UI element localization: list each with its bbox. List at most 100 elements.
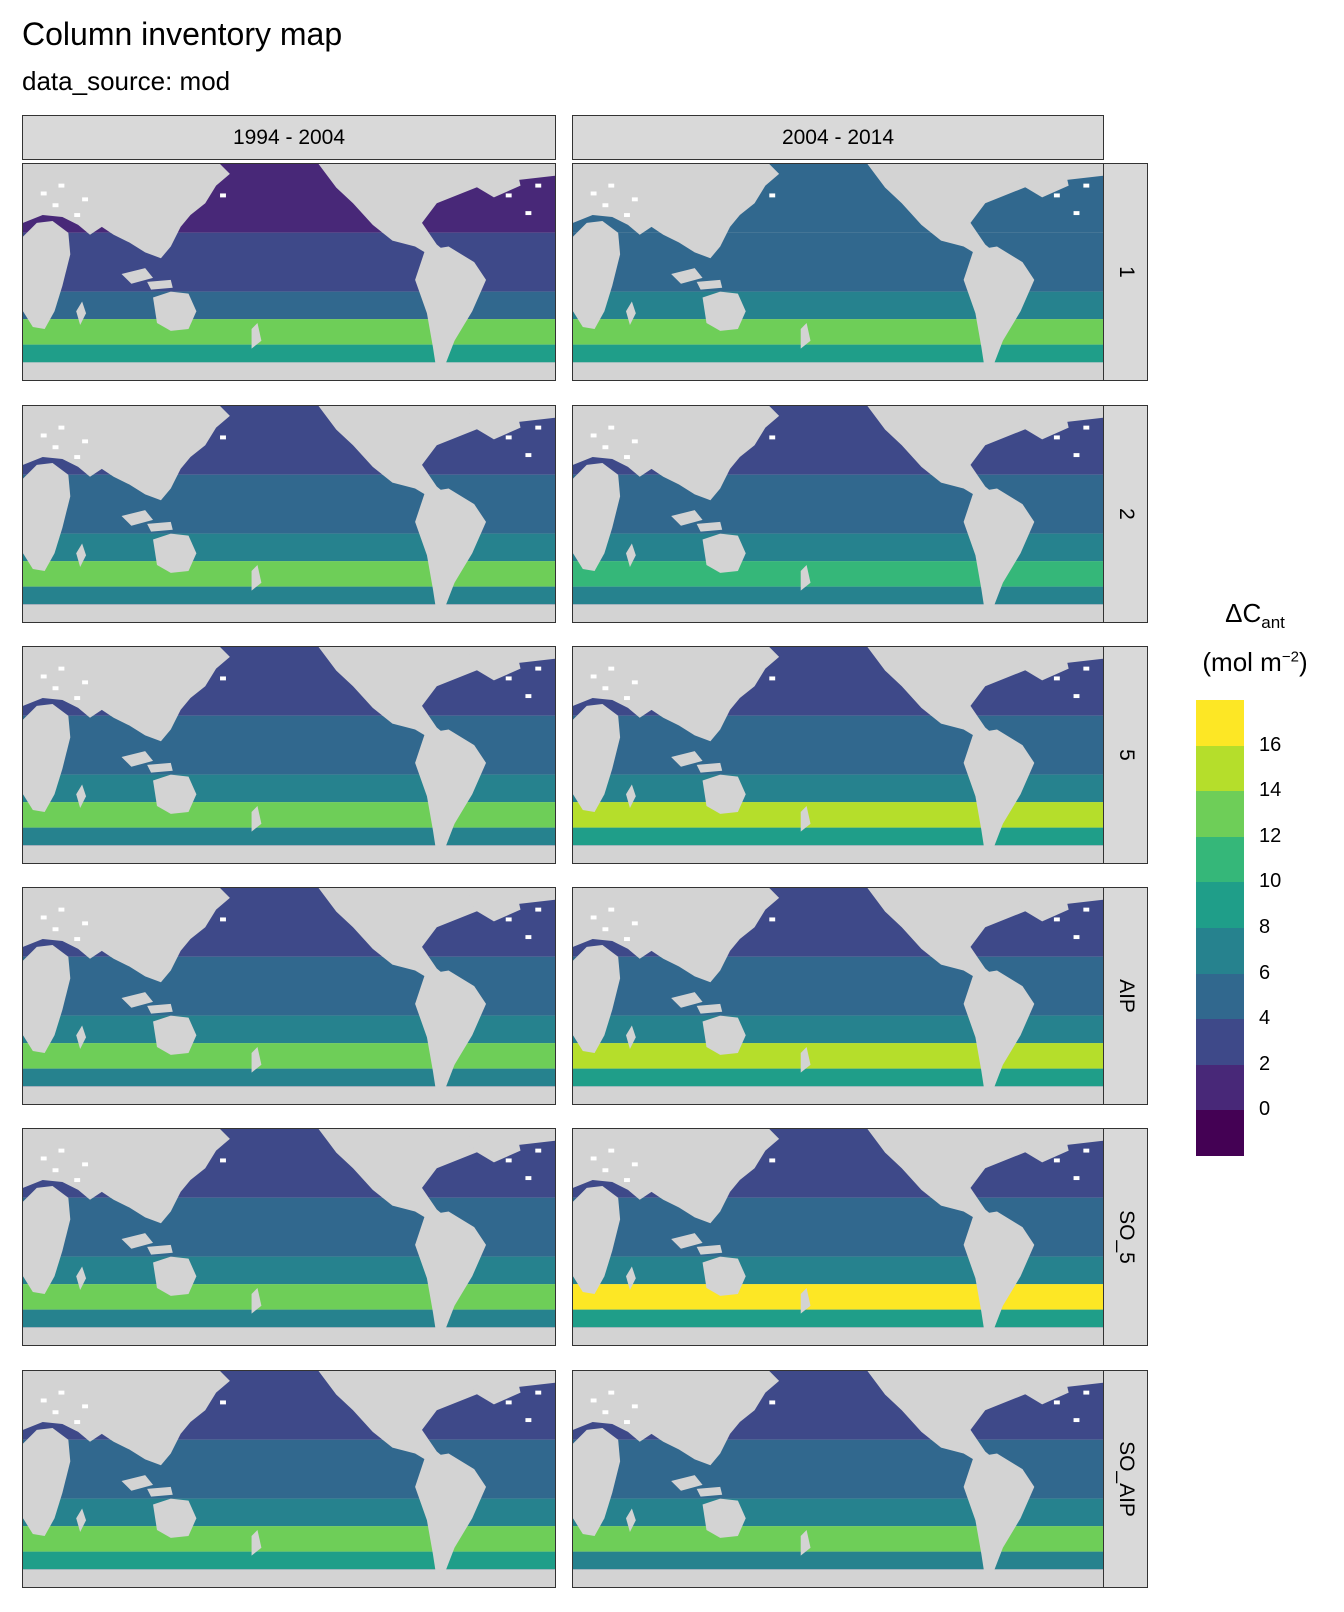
land-mass (702, 1256, 746, 1296)
ice-fleck (1073, 1176, 1080, 1181)
ice-fleck (602, 445, 609, 450)
ice-fleck (631, 197, 638, 202)
land-mass (573, 888, 780, 983)
ice-fleck (631, 680, 638, 685)
land-mass (23, 1129, 230, 1224)
ice-fleck (74, 1420, 81, 1425)
ice-fleck (58, 425, 65, 430)
ice-fleck (220, 1158, 226, 1163)
ice-fleck (82, 921, 89, 926)
land-mass (626, 543, 636, 568)
map-canvas (23, 647, 555, 863)
ice-fleck (624, 1420, 630, 1425)
land-mass (626, 1508, 636, 1533)
legend-tick-label: 14 (1259, 779, 1282, 802)
land-mass (573, 406, 780, 501)
map-canvas (573, 406, 1103, 622)
land-mass (573, 1427, 621, 1536)
land-mass (573, 1185, 621, 1294)
land-mass (573, 1327, 1103, 1345)
land-mass (696, 1486, 723, 1497)
legend-tick-label: 2 (1259, 1052, 1271, 1075)
land-mass (963, 246, 1035, 373)
ocean-band-southern-max (573, 1526, 1103, 1552)
ocean-band-southern-max (23, 802, 555, 828)
ocean-band-southern-mid (573, 827, 1103, 846)
ice-fleck (631, 439, 638, 444)
map-canvas (573, 164, 1103, 380)
ice-fleck (1073, 694, 1080, 699)
ice-fleck (1083, 907, 1090, 912)
ice-fleck (769, 193, 776, 198)
ocean-band-southern-mid (23, 1068, 555, 1087)
land-mass (702, 291, 746, 331)
land-mass (671, 1475, 703, 1491)
ice-fleck (608, 907, 615, 912)
ice-fleck (220, 1400, 226, 1405)
ice-fleck (52, 686, 59, 691)
ice-fleck (608, 183, 615, 188)
ice-fleck (220, 676, 226, 681)
land-mass (23, 1185, 71, 1294)
land-mass (573, 1086, 1103, 1104)
land-mass (702, 533, 746, 573)
ice-fleck (631, 1162, 638, 1167)
map-panel-AIP-col2 (572, 887, 1104, 1105)
ice-fleck (525, 935, 532, 940)
chart-title: Column inventory map (22, 16, 343, 52)
ice-fleck (602, 686, 609, 691)
ice-fleck (1083, 425, 1090, 430)
ice-fleck (52, 203, 59, 208)
ice-fleck (1053, 1400, 1060, 1405)
ice-fleck (1053, 676, 1060, 681)
ice-fleck (769, 1400, 776, 1405)
land-mass (147, 1244, 173, 1255)
ice-fleck (82, 1162, 89, 1167)
ice-fleck (602, 1168, 609, 1173)
land-mass (671, 268, 703, 284)
land-mass (23, 1327, 555, 1345)
legend-tick-label: 8 (1259, 916, 1271, 938)
ice-fleck (74, 213, 81, 218)
land-mass (800, 323, 811, 349)
ice-fleck (40, 433, 47, 438)
land-mass (466, 1371, 521, 1405)
land-mass (867, 647, 1103, 742)
land-mass (1014, 406, 1069, 440)
ice-fleck (52, 927, 59, 932)
legend-unit-sup: −2 (1281, 648, 1299, 666)
map-canvas (573, 1371, 1103, 1587)
facet-strip-col-2: 2004 - 2014 (572, 115, 1104, 160)
ice-fleck (1053, 1158, 1060, 1163)
ice-fleck (220, 193, 226, 198)
legend-swatch (1196, 1064, 1244, 1111)
ice-fleck (74, 937, 81, 942)
land-mass (251, 1047, 262, 1073)
land-mass (147, 762, 173, 773)
ice-fleck (52, 445, 59, 450)
land-mass (23, 362, 555, 380)
ice-fleck (505, 1400, 512, 1405)
ocean-band-southern-mid (573, 344, 1103, 363)
land-mass (251, 1530, 262, 1556)
ocean-band-southern-max (573, 1043, 1103, 1069)
land-mass (626, 1266, 636, 1291)
ice-fleck (1083, 183, 1090, 188)
ice-fleck (525, 1176, 532, 1181)
ice-fleck (1053, 435, 1060, 440)
land-mass (153, 533, 197, 573)
ice-fleck (590, 433, 597, 438)
land-mass (76, 784, 87, 809)
land-mass (963, 488, 1035, 615)
land-mass (318, 647, 555, 742)
land-mass (23, 703, 71, 812)
map-panel-1-col1 (22, 163, 556, 381)
ice-fleck (1083, 666, 1090, 671)
land-mass (702, 1015, 746, 1055)
land-mass (573, 1129, 780, 1224)
map-panel-SO_5-col1 (22, 1128, 556, 1346)
land-mass (415, 246, 487, 373)
ice-fleck (525, 211, 532, 216)
facet-strip-row-label: SO_AIP (1114, 1441, 1138, 1517)
ocean-band-southern-max (573, 1284, 1103, 1310)
